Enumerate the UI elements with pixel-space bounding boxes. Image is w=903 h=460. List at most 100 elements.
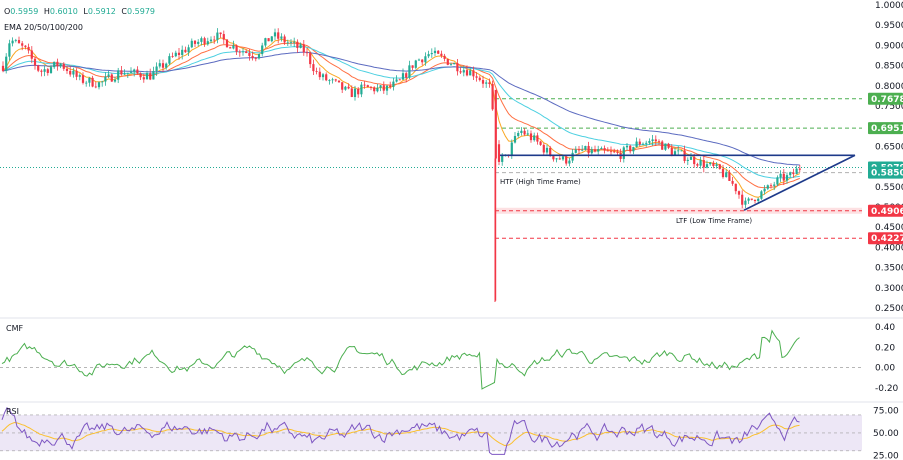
candle-body <box>401 73 405 80</box>
candle-body <box>417 59 421 61</box>
candle-body <box>59 63 62 67</box>
candle-body <box>216 32 219 40</box>
candle-body <box>133 69 136 72</box>
rsi-band <box>0 414 862 451</box>
candle-body <box>225 39 229 48</box>
candle-body <box>664 143 667 150</box>
candle-body <box>542 144 545 153</box>
candle-body <box>149 73 152 80</box>
rsi-tick-label: 75.00 <box>873 406 899 416</box>
candle-body <box>782 173 785 181</box>
candle-body <box>645 142 648 144</box>
candle-body <box>581 149 584 151</box>
candle-body <box>587 145 590 154</box>
candle-body <box>584 145 587 150</box>
candle-body <box>389 85 392 88</box>
candle-body <box>501 155 504 162</box>
candle-body <box>376 87 379 92</box>
candle-body <box>145 73 149 80</box>
ema-legend-label[interactable]: EMA 20/50/100/200 <box>4 23 83 32</box>
candle-body <box>686 159 689 161</box>
rsi-label[interactable]: RSI <box>6 407 19 416</box>
candle-body <box>91 77 94 87</box>
symmetrical-triangle <box>500 154 856 211</box>
candle-body <box>27 46 30 51</box>
candle-body <box>475 76 478 78</box>
rsi-line <box>1 407 800 455</box>
candle-body <box>702 160 705 168</box>
candle-body <box>232 45 235 49</box>
candle-body <box>629 145 632 152</box>
candle-body <box>161 63 165 68</box>
ema-50-line <box>2 42 800 189</box>
candle-body <box>405 73 408 78</box>
candle-body <box>299 44 302 48</box>
candle-body <box>446 58 449 65</box>
rsi-axis[interactable]: 75.00 50.00 25.00 <box>873 406 899 460</box>
candle-body <box>785 175 789 181</box>
candle-body <box>78 75 81 77</box>
candle-body <box>341 82 344 90</box>
candle-body <box>718 164 721 169</box>
candle-body <box>750 198 753 200</box>
candle-body <box>437 50 440 54</box>
price-tag-label: 0.5850 <box>871 169 903 179</box>
rsi-pane <box>0 407 862 455</box>
candle-body <box>5 56 8 71</box>
candle-body <box>616 152 619 153</box>
price-tag <box>868 122 903 135</box>
candle-body <box>113 79 117 82</box>
candle-body <box>680 150 683 152</box>
candle-body <box>85 82 88 84</box>
candle-body <box>209 39 213 42</box>
candle-body <box>190 40 193 48</box>
price-tag-label: 0.4906 <box>871 207 903 217</box>
candle-body <box>283 36 286 43</box>
candle-body <box>302 44 305 53</box>
candle-body <box>443 55 446 59</box>
candle-body <box>350 88 353 98</box>
ema-100-line <box>2 45 800 179</box>
candle-body <box>104 76 107 82</box>
candle-body <box>600 148 603 150</box>
candle-body <box>315 71 318 72</box>
candle-body <box>197 41 200 44</box>
cmf-label[interactable]: CMF <box>6 324 23 333</box>
candle-body <box>235 45 238 52</box>
candle-body <box>107 74 110 77</box>
candle-body <box>459 71 462 73</box>
candle-body <box>760 191 763 199</box>
candle-body <box>545 147 549 153</box>
candle-body <box>14 40 17 41</box>
ema-200-line <box>2 51 800 166</box>
candle-body <box>488 82 491 85</box>
price-tag <box>868 232 903 245</box>
price-axis[interactable]: 1.00000.95000.90000.85000.80000.75000.70… <box>875 1 903 314</box>
candle-body <box>699 160 702 166</box>
candle-body <box>392 81 395 88</box>
candle-body <box>510 142 513 155</box>
candle-body <box>206 41 209 45</box>
candle-body <box>667 143 670 148</box>
candle-body <box>571 152 574 161</box>
svg-text:O0.5959 H0.6010 L0: O0.5959 H0.6010 L0.5912 C0.5979 <box>4 7 155 16</box>
candle-body <box>136 69 139 74</box>
candle-body <box>337 80 341 83</box>
candle-body <box>8 43 11 57</box>
candle-body <box>677 150 680 152</box>
candle-body <box>753 199 757 202</box>
htf-annotation: HTF (High Time Frame) <box>500 178 581 186</box>
candle-body <box>609 151 613 153</box>
price-levels <box>0 98 862 239</box>
candle-body <box>81 75 85 83</box>
ohlc-o-value: 0.5959 <box>10 7 38 16</box>
candle-body <box>449 64 453 66</box>
cmf-axis[interactable]: 0.40 0.20 0.00 -0.20 <box>875 323 899 394</box>
candle-body <box>360 84 363 95</box>
candle-body <box>721 168 725 178</box>
